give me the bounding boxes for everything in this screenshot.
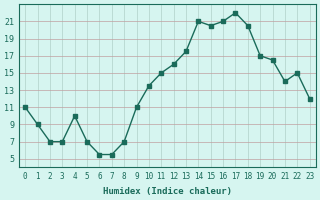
X-axis label: Humidex (Indice chaleur): Humidex (Indice chaleur) <box>103 187 232 196</box>
